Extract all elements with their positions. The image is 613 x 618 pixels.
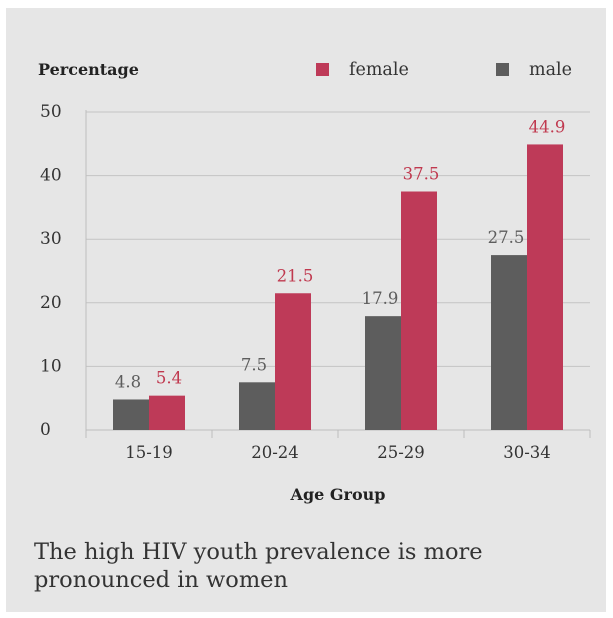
x-tick-label: 15-19 [125,443,173,462]
data-label-female: 37.5 [403,165,440,184]
legend-label-male: male [529,60,572,80]
chart-caption: The high HIV youth prevalence is more pr… [34,539,483,593]
y-tick-label: 20 [40,293,62,313]
y-axis-title: Percentage [38,60,139,79]
data-label-male: 27.5 [488,228,525,247]
x-tick-label: 25-29 [377,443,425,462]
legend-label-female: female [349,60,409,80]
data-label-male: 7.5 [241,355,267,374]
bar-female [275,293,311,430]
bar-female [401,191,437,430]
data-label-male: 17.9 [362,289,399,308]
bar-female [149,395,185,430]
y-tick-label: 10 [40,356,62,376]
bar-female [527,144,563,430]
x-axis-title: Age Group [290,485,386,504]
data-label-female: 21.5 [277,266,314,285]
legend-swatch-female [316,63,329,76]
x-tick-label: 30-34 [503,443,551,462]
data-label-female: 44.9 [529,117,566,136]
bar-male [365,316,401,430]
y-tick-label: 40 [40,166,62,186]
data-label-female: 5.4 [156,369,182,388]
data-label-male: 4.8 [115,372,141,391]
bar-male [113,399,149,430]
x-tick-label: 20-24 [251,443,299,462]
bar-male [491,255,527,430]
y-tick-label: 30 [40,229,62,249]
y-tick-label: 50 [40,102,62,122]
y-tick-label: 0 [40,420,51,440]
legend-swatch-male [496,63,509,76]
bar-male [239,382,275,430]
